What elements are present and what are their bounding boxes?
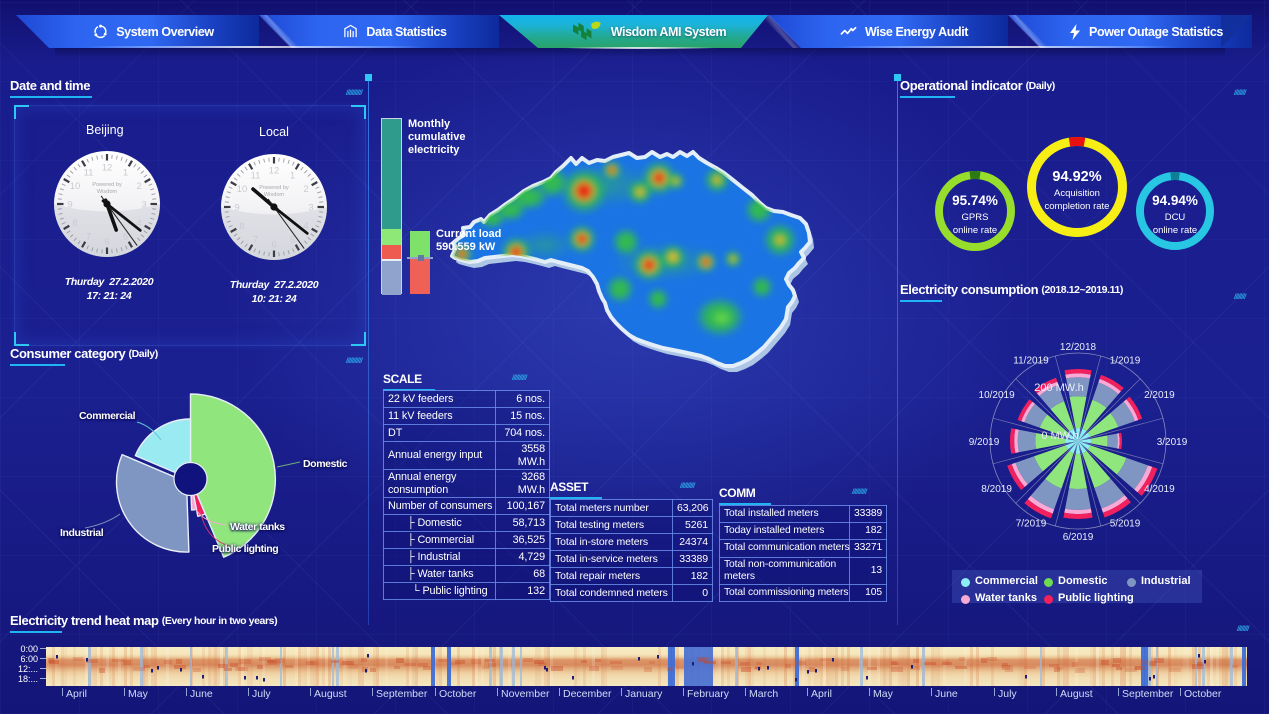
svg-text:2/2019: 2/2019 [1144, 390, 1175, 401]
svg-text:7: 7 [253, 235, 258, 246]
svg-text:online rate: online rate [953, 225, 997, 236]
svg-text:11: 11 [84, 168, 94, 179]
svg-text:completion rate: completion rate [1045, 201, 1110, 212]
svg-text:12/2018: 12/2018 [1060, 342, 1097, 353]
svg-text:1: 1 [290, 171, 295, 182]
svg-text:11/2019: 11/2019 [1013, 356, 1049, 367]
svg-text:12: 12 [102, 163, 113, 174]
svg-text:3/2019: 3/2019 [1157, 437, 1188, 448]
svg-text:Acquisition: Acquisition [1054, 188, 1100, 199]
svg-text:6: 6 [271, 240, 276, 251]
svg-text:5/2019: 5/2019 [1110, 518, 1141, 529]
svg-text:0 MW.h: 0 MW.h [1041, 430, 1078, 442]
svg-text:online rate: online rate [1153, 225, 1197, 236]
svg-text:4: 4 [303, 221, 308, 232]
svg-text:Powered by: Powered by [92, 182, 122, 188]
svg-text:94.94%: 94.94% [1152, 193, 1198, 208]
svg-text:10: 10 [237, 184, 248, 195]
svg-text:9: 9 [67, 200, 72, 211]
svg-text:GPRS: GPRS [962, 212, 989, 223]
svg-text:1/2019: 1/2019 [1110, 356, 1141, 367]
svg-text:5: 5 [290, 235, 295, 246]
svg-text:8: 8 [239, 221, 244, 232]
svg-text:3: 3 [308, 203, 313, 214]
svg-text:8: 8 [72, 218, 77, 229]
svg-text:Powered by: Powered by [259, 185, 289, 191]
svg-text:200 MW.h: 200 MW.h [1034, 382, 1084, 394]
svg-text:6: 6 [104, 237, 109, 248]
svg-text:3: 3 [141, 200, 146, 211]
svg-text:10/2019: 10/2019 [979, 390, 1016, 401]
svg-text:9: 9 [234, 203, 239, 214]
svg-text:7: 7 [86, 232, 91, 243]
svg-text:2: 2 [136, 181, 141, 192]
svg-text:4/2019: 4/2019 [1144, 484, 1175, 495]
svg-text:12: 12 [269, 166, 280, 177]
svg-text:11: 11 [251, 171, 261, 182]
svg-text:6/2019: 6/2019 [1063, 532, 1094, 543]
svg-text:94.92%: 94.92% [1052, 169, 1101, 185]
svg-text:10: 10 [70, 181, 81, 192]
svg-text:4: 4 [136, 218, 141, 229]
svg-text:5: 5 [123, 232, 128, 243]
svg-text:1: 1 [123, 168, 128, 179]
svg-text:7/2019: 7/2019 [1016, 518, 1047, 529]
svg-text:DCU: DCU [1165, 212, 1186, 223]
svg-text:9/2019: 9/2019 [969, 437, 1000, 448]
svg-text:95.74%: 95.74% [952, 193, 998, 208]
svg-text:2: 2 [303, 184, 308, 195]
svg-text:Wisdom: Wisdom [264, 192, 285, 198]
svg-text:Wisdom: Wisdom [97, 189, 118, 195]
svg-text:8/2019: 8/2019 [981, 484, 1012, 495]
